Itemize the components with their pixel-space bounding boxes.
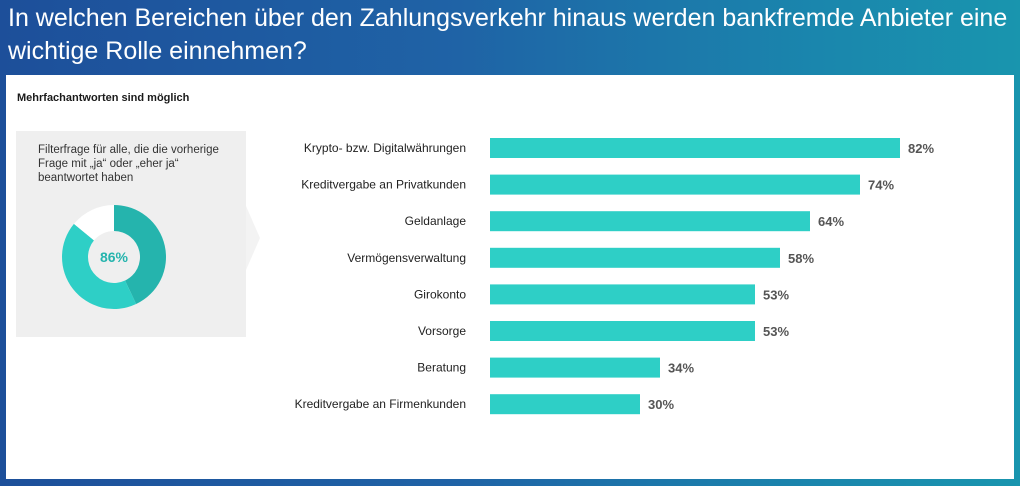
bar xyxy=(490,357,660,378)
donut-slice xyxy=(114,205,166,305)
category-label: Kreditvergabe an Privatkunden xyxy=(301,178,466,192)
value-label: 82% xyxy=(908,141,934,156)
value-label: 53% xyxy=(763,324,789,339)
category-label: Geldanlage xyxy=(405,214,467,228)
donut-center-label: 86% xyxy=(100,249,129,265)
value-label: 58% xyxy=(788,251,814,266)
bar xyxy=(490,211,810,232)
category-label: Girokonto xyxy=(414,287,466,301)
category-label: Beratung xyxy=(417,361,466,375)
bar xyxy=(490,321,755,341)
bar xyxy=(490,174,860,195)
filter-note: Filterfrage für alle, die die vorherige … xyxy=(38,144,219,184)
bar xyxy=(490,138,900,158)
arrow-pointer xyxy=(246,206,260,270)
category-label: Kreditvergabe an Firmenkunden xyxy=(295,397,466,411)
chart-panel: Mehrfachantworten sind möglich Filterfra… xyxy=(6,75,1014,479)
value-label: 74% xyxy=(868,178,894,193)
category-label: Vermögensverwaltung xyxy=(347,251,466,265)
subtitle: Mehrfachantworten sind möglich xyxy=(17,92,190,104)
value-label: 30% xyxy=(648,397,674,412)
bar xyxy=(490,247,780,268)
page-title: In welchen Bereichen über den Zahlungsve… xyxy=(8,4,1008,65)
donut-slice xyxy=(62,223,137,309)
bar xyxy=(490,284,755,305)
value-label: 53% xyxy=(763,287,789,302)
category-label: Vorsorge xyxy=(418,324,466,338)
chart-svg: 86% Krypto- bzw. Digitalwährungen 82% Kredi… xyxy=(62,138,934,415)
value-label: 34% xyxy=(668,361,694,376)
category-label: Krypto- bzw. Digitalwährungen xyxy=(304,141,466,155)
value-label: 64% xyxy=(818,214,844,229)
bar xyxy=(490,394,640,415)
donut-slice xyxy=(73,205,114,241)
